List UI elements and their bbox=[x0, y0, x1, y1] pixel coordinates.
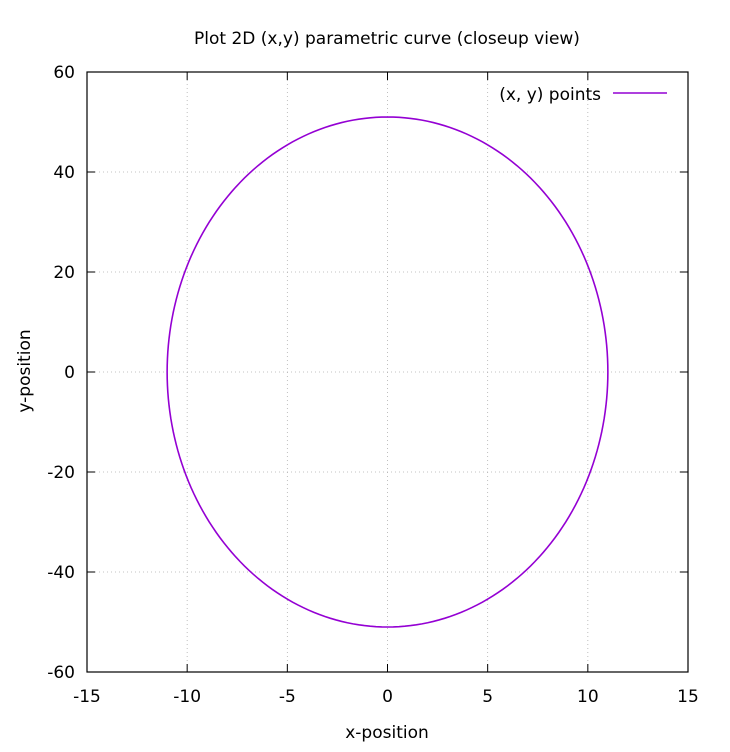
y-tick-label: 60 bbox=[53, 63, 75, 83]
y-tick-label: 20 bbox=[53, 263, 75, 283]
y-tick-label: 40 bbox=[53, 163, 75, 183]
legend: (x, y) points bbox=[499, 85, 667, 105]
grid-lines bbox=[87, 72, 688, 672]
y-tick-label: -40 bbox=[47, 563, 75, 583]
y-tick-label: -60 bbox=[47, 663, 75, 683]
y-tick-label: -20 bbox=[47, 463, 75, 483]
x-axis-label: x-position bbox=[345, 723, 429, 743]
x-tick-label: -15 bbox=[73, 687, 101, 707]
x-tick-label: 10 bbox=[577, 687, 599, 707]
x-tick-label: -5 bbox=[279, 687, 296, 707]
y-tick-label: 0 bbox=[64, 363, 75, 383]
plot-frame bbox=[86, 71, 689, 673]
x-tick-label: 0 bbox=[382, 687, 393, 707]
x-tick-label: -10 bbox=[173, 687, 201, 707]
tick-labels: -15 -10 -5 0 5 10 15 -60 -40 -20 0 20 40 60 bbox=[47, 63, 699, 707]
x-tick-label: 5 bbox=[482, 687, 493, 707]
x-tick-label: 15 bbox=[677, 687, 699, 707]
series-layer bbox=[166, 116, 609, 628]
legend-label: (x, y) points bbox=[499, 85, 601, 105]
y-axis-label: y-position bbox=[15, 329, 35, 412]
chart-title: Plot 2D (x,y) parametric curve (closeup … bbox=[194, 29, 580, 49]
series-curve bbox=[166, 116, 609, 628]
